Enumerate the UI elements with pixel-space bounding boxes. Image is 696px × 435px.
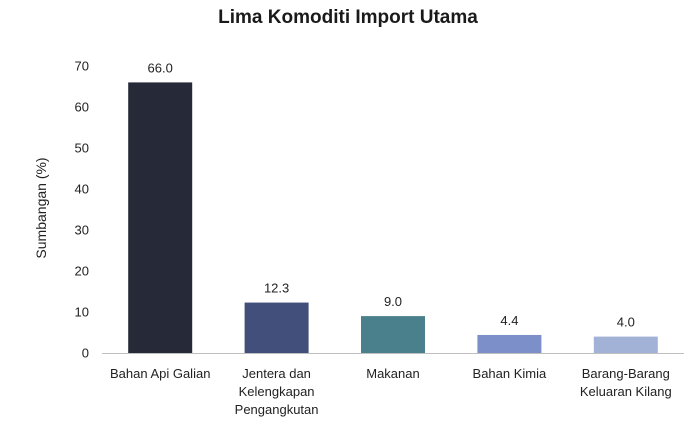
bars [128,82,658,354]
value-label: 12.3 [264,281,289,296]
y-tick-label: 40 [75,182,89,197]
category-label-line: Pengangkutan [235,402,319,417]
category-label: Bahan Kimia [473,366,547,381]
y-tick-label: 10 [75,305,89,320]
category-label-line: Jentera dan [242,366,311,381]
value-label: 66.0 [148,60,173,75]
y-tick-label: 0 [82,346,89,361]
bar [593,336,658,353]
category-label-line: Keluaran Kilang [580,384,672,399]
category-label-line: Kelengkapan [239,384,315,399]
y-axis-label: Sumbangan (%) [33,157,49,258]
y-axis-ticks: 0 10 20 30 40 50 60 70 [75,59,89,361]
category-label-line: Barang-Barang [582,366,670,381]
category-label-line: Bahan Api Galian [110,366,210,381]
bar [361,316,425,353]
value-labels: 66.0 12.3 9.0 4.4 4.0 [148,60,635,329]
bar [477,334,542,353]
y-tick-label: 20 [75,264,89,279]
category-label-line: Makanan [366,366,419,381]
y-tick-label: 60 [75,100,89,115]
y-tick-label: 70 [75,59,89,74]
value-label: 9.0 [384,294,402,309]
y-tick-label: 50 [75,141,89,156]
chart-title: Lima Komoditi Import Utama [218,7,478,28]
value-label: 4.0 [617,315,635,330]
category-label: Bahan Api Galian [110,366,210,381]
category-label-line: Bahan Kimia [473,366,547,381]
category-labels: Bahan Api Galian Jentera dan Kelengkapan Pe… [110,366,672,417]
bar [128,82,193,354]
bar [244,302,309,353]
value-label: 4.4 [500,313,518,328]
category-label: Makanan [366,366,419,381]
category-label: Jentera dan Kelengkapan Pengangkutan [235,366,319,417]
y-tick-label: 30 [75,223,89,238]
category-label: Barang-Barang Keluaran Kilang [580,366,672,399]
